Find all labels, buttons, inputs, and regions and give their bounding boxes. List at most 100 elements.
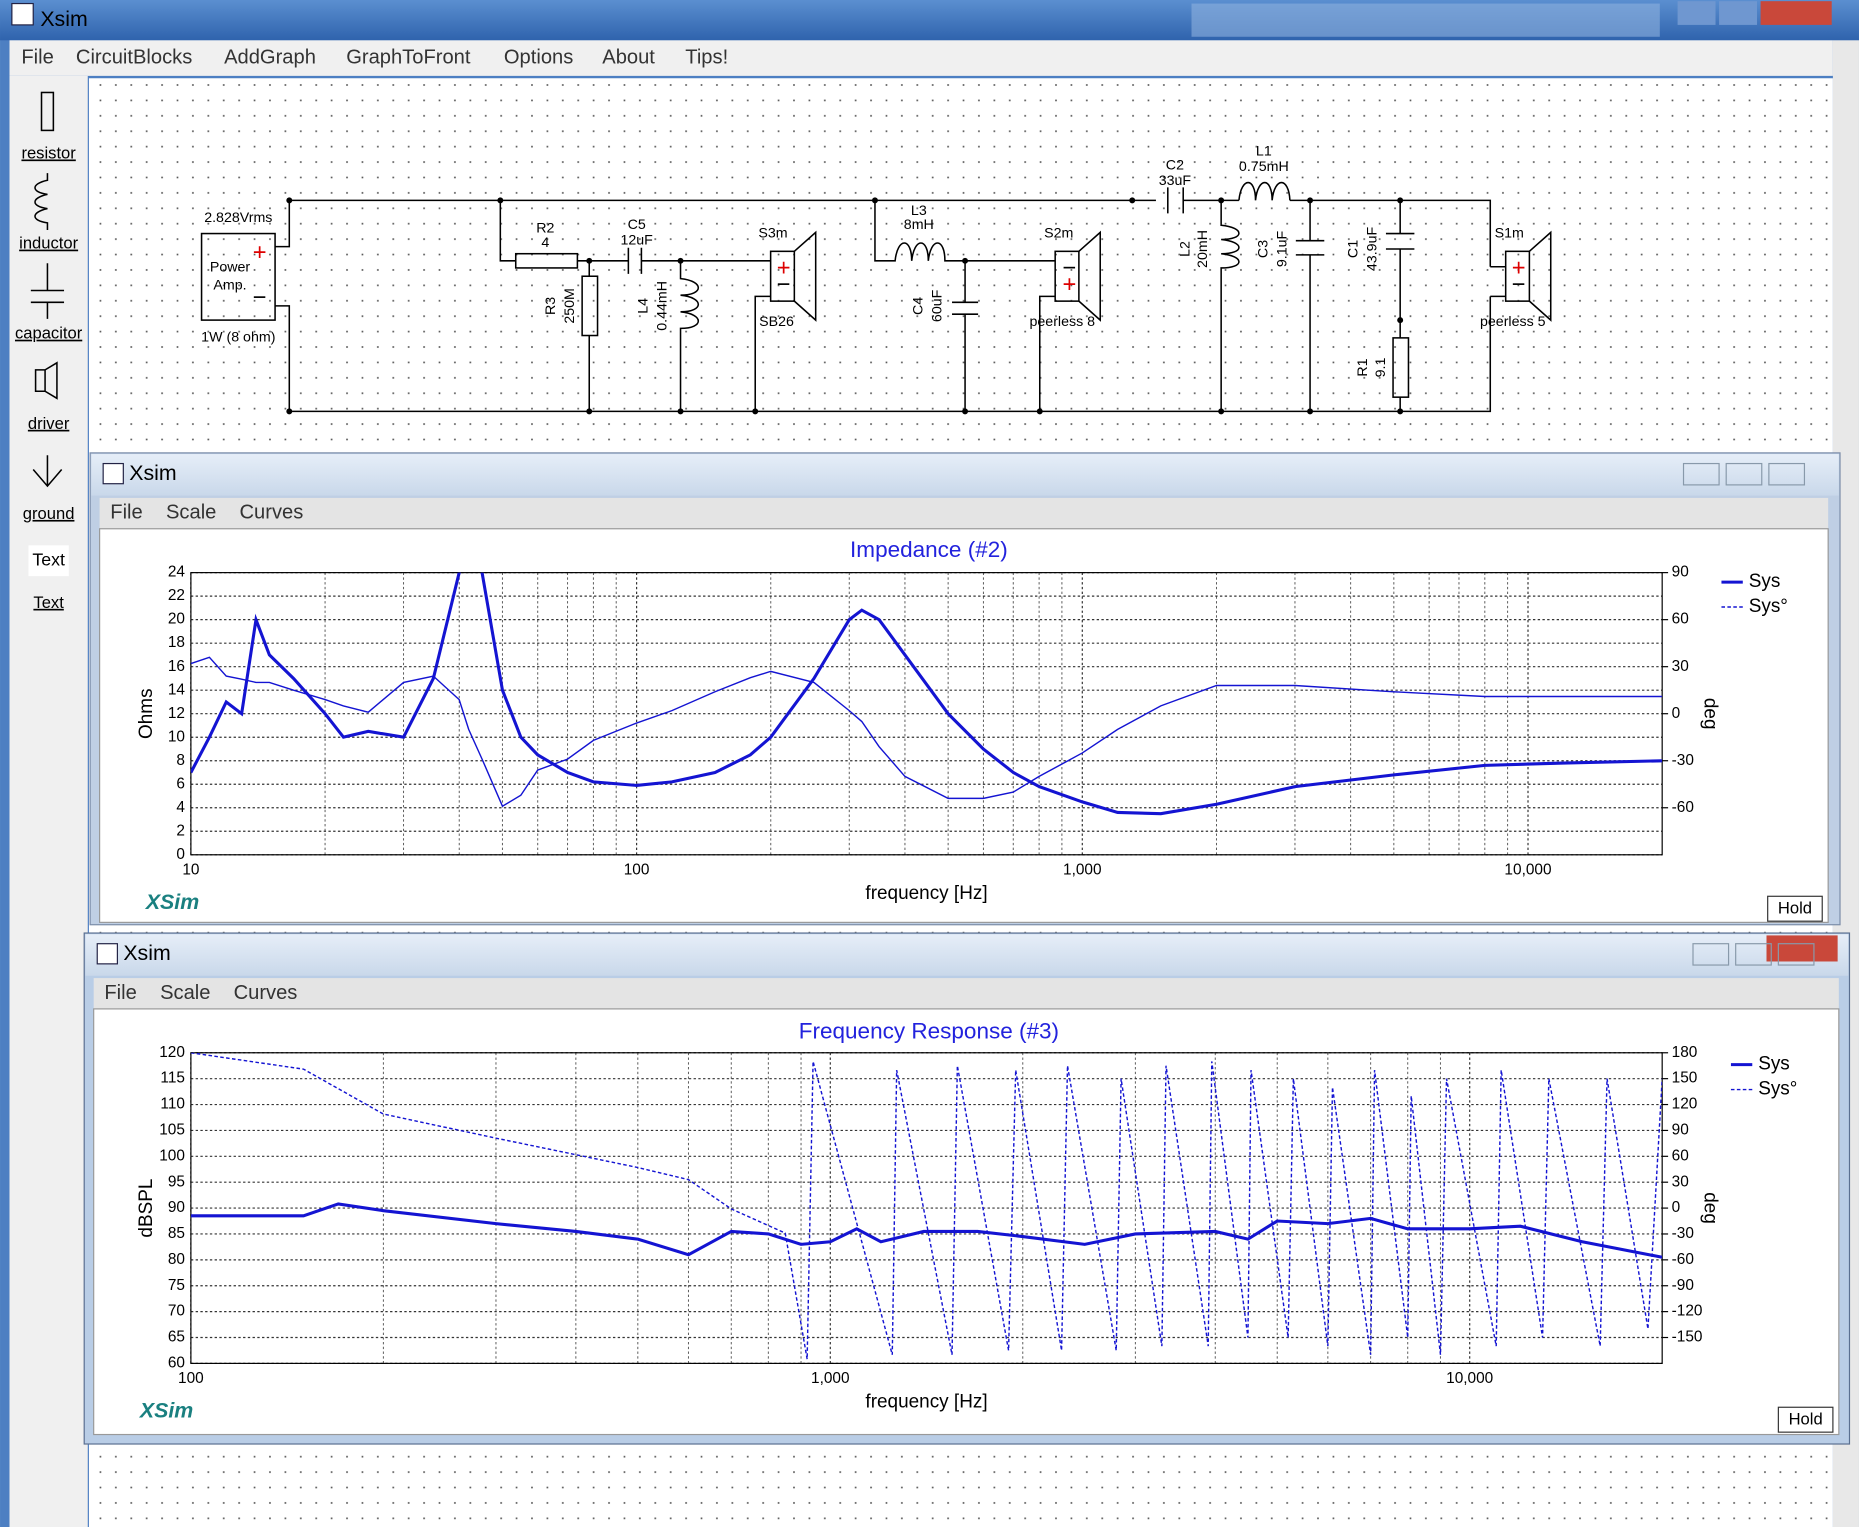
menu-item[interactable]: Options: [504, 46, 573, 68]
y2-tick-label: 90: [1672, 564, 1689, 581]
close-button[interactable]: [1768, 462, 1806, 486]
plot-frame: [190, 572, 1663, 856]
component-value: peerless 8: [1029, 314, 1095, 330]
app-title: Xsim: [40, 7, 87, 31]
component-name: S2m: [1044, 225, 1073, 241]
component-name: R3: [543, 297, 559, 315]
menu-item[interactable]: GraphToFront: [346, 46, 471, 68]
tool-label[interactable]: driver: [28, 414, 70, 433]
y-tick-label: 90: [168, 1199, 185, 1216]
x-tick-label: 10,000: [1504, 861, 1551, 878]
component-value: 60uF: [930, 289, 946, 322]
menu-item[interactable]: File: [110, 502, 142, 524]
series-line: [190, 1052, 1663, 1360]
component-value: 12uF: [620, 232, 653, 248]
schematic: [200, 181, 1552, 413]
close-button[interactable]: [1760, 1, 1832, 25]
tool-icon-text: Text: [32, 549, 65, 569]
y-tick-label: 20: [168, 611, 185, 628]
component-value: 4: [541, 235, 549, 251]
minimize-button[interactable]: [1692, 943, 1730, 966]
menu-item[interactable]: Scale: [160, 982, 210, 1004]
y2-tick-label: 90: [1672, 1122, 1689, 1139]
polarity-marks: +− +− −+ +−: [253, 240, 1526, 311]
y2-tick-label: -60: [1672, 799, 1694, 816]
y2-axis-label: deg: [1700, 698, 1721, 730]
legend-label: Sys: [1749, 571, 1781, 592]
menu-item[interactable]: Curves: [240, 502, 304, 524]
maximize-button[interactable]: [1719, 1, 1758, 25]
hold-label[interactable]: Hold: [1789, 1410, 1823, 1429]
tool-label[interactable]: resistor: [21, 143, 76, 162]
component-value: 20mH: [1195, 230, 1211, 268]
y2-tick-label: 120: [1672, 1096, 1698, 1113]
svg-text:+: +: [1062, 272, 1076, 298]
component-value: peerless 5: [1480, 314, 1546, 330]
y2-tick-label: 60: [1672, 611, 1689, 628]
x-axis-label: frequency [Hz]: [865, 1392, 987, 1413]
tool-label[interactable]: capacitor: [15, 324, 83, 343]
x-tick-label: 1,000: [811, 1370, 850, 1387]
close-button[interactable]: [1777, 943, 1815, 966]
app-icon: [11, 2, 34, 26]
svg-text:−: −: [777, 272, 791, 298]
hold-button[interactable]: [1777, 1406, 1834, 1433]
tool-label[interactable]: inductor: [19, 234, 78, 253]
graph-window: [89, 452, 1841, 926]
y2-tick-label: 150: [1672, 1070, 1698, 1087]
svg-text:−: −: [253, 285, 267, 311]
minimize-button[interactable]: [1682, 462, 1720, 486]
menu-item[interactable]: File: [104, 982, 136, 1004]
chart-title: Impedance (#2): [850, 537, 1008, 562]
menu-item[interactable]: Curves: [234, 982, 298, 1004]
menu-item[interactable]: CircuitBlocks: [76, 46, 192, 68]
source-power: 1W (8 ohm): [201, 330, 275, 346]
y2-axis-label: deg: [1700, 1192, 1721, 1224]
logo: XSim: [139, 1399, 193, 1423]
minimize-button[interactable]: [1677, 1, 1716, 25]
component-name: R1: [1355, 358, 1371, 376]
y2-tick-label: -120: [1672, 1303, 1703, 1320]
tool-label[interactable]: ground: [23, 504, 75, 523]
y2-tick-label: -30: [1672, 752, 1694, 769]
menu-item[interactable]: Tips!: [685, 46, 728, 68]
y-tick-label: 8: [176, 752, 185, 769]
maximize-button[interactable]: [1735, 943, 1772, 966]
y2-tick-label: 30: [1672, 1173, 1689, 1190]
svg-text:−: −: [1512, 272, 1526, 298]
tool-label[interactable]: Text: [33, 593, 64, 612]
text-tool[interactable]: [28, 545, 69, 577]
y-tick-label: 14: [168, 681, 186, 698]
component-value: 8mH: [904, 217, 934, 233]
menu-item[interactable]: File: [21, 46, 53, 68]
y-tick-label: 18: [168, 634, 185, 651]
hold-label[interactable]: Hold: [1778, 899, 1812, 918]
window-icon: [102, 462, 124, 485]
y-tick-label: 70: [168, 1303, 185, 1320]
menu-bar: [9, 40, 1833, 76]
menu-item[interactable]: AddGraph: [224, 46, 316, 68]
menu-item[interactable]: Scale: [166, 502, 216, 524]
y-tick-label: 0: [176, 846, 185, 863]
y2-tick-label: 180: [1672, 1044, 1698, 1061]
component-name: L2: [1177, 241, 1193, 257]
y-tick-label: 80: [168, 1251, 185, 1268]
svg-text:−: −: [1062, 255, 1076, 281]
component-value: 0.75mH: [1239, 159, 1289, 175]
y2-tick-label: 30: [1672, 658, 1689, 675]
x-tick-label: 100: [178, 1370, 204, 1387]
maximize-button[interactable]: [1725, 462, 1763, 486]
component-name: C4: [911, 297, 927, 315]
hold-button[interactable]: [1767, 895, 1823, 922]
y2-tick-label: -60: [1672, 1251, 1694, 1268]
menu-item[interactable]: About: [602, 46, 655, 68]
y2-tick-label: 60: [1672, 1147, 1689, 1164]
y-tick-label: 65: [168, 1329, 185, 1346]
svg-text:+: +: [1512, 255, 1526, 281]
component-value: 250M: [562, 288, 578, 324]
plot-frame: [190, 1052, 1663, 1364]
y-tick-label: 60: [168, 1354, 185, 1371]
component-name: R2: [536, 221, 554, 237]
